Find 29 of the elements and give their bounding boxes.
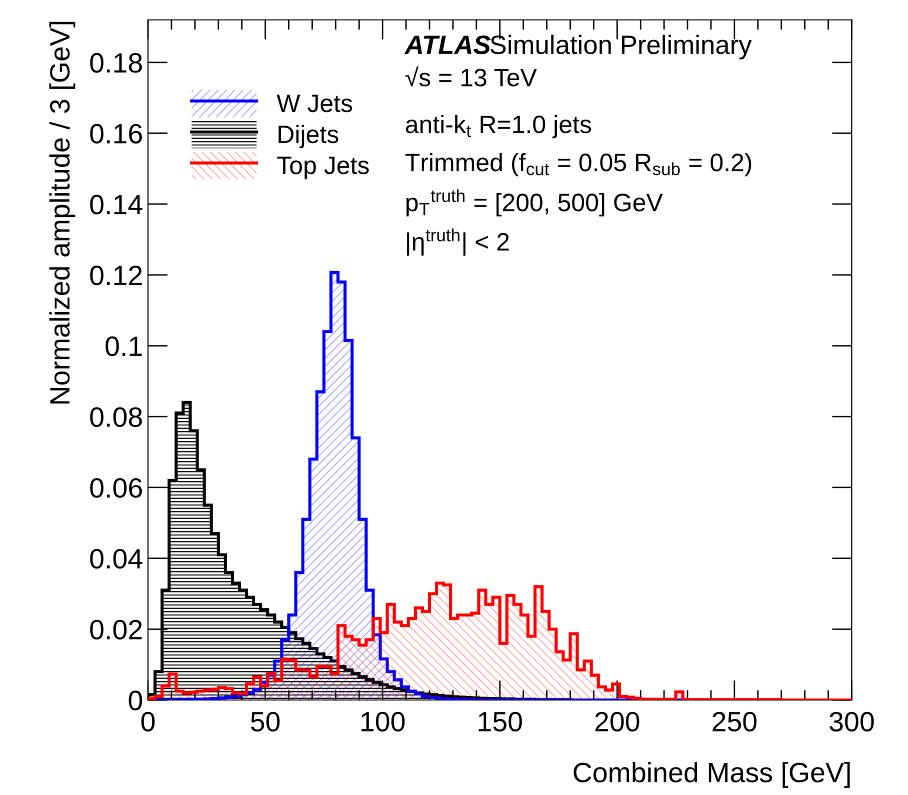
annotation: anti-k$_{t}$ R=1.0 jets [406, 114, 592, 138]
y-tick-label: 0 [128, 690, 142, 710]
legend-label: W Jets [276, 94, 352, 112]
annotation: Trimmed (f$_{cut}$ = 0.05 R$_{sub}$ = 0.2) [405, 152, 752, 176]
legend-label: Top Jets [277, 156, 369, 180]
annotation: |η$^{truth}$| < 2 [407, 228, 509, 256]
x-tick-label: 0 [141, 712, 155, 732]
x-tick-label: 50 [250, 712, 280, 732]
annotation: ATLAS [404, 35, 491, 54]
y-tick-label: 0.04 [90, 548, 142, 569]
y-axis-title: Normalized amplitude / 3 [GeV] [49, 22, 76, 404]
y-tick-label: 0.14 [90, 194, 142, 214]
legend-label: Dijets [278, 124, 338, 148]
x-tick-label: 250 [712, 712, 757, 732]
annotation: Simulation Preliminary [490, 34, 752, 60]
y-tick-label: 0.18 [90, 53, 142, 73]
x-tick-label: 100 [362, 712, 405, 732]
y-tick-label: 0.08 [90, 407, 142, 427]
y-tick-label: 0.02 [90, 620, 142, 640]
annotation: p$_{T}$$^{truth}$ = [200, 500] GeV [406, 189, 663, 216]
y-tick-label: 0.16 [90, 124, 142, 144]
x-tick-label: 300 [830, 712, 874, 732]
annotation: √s = 13 TeV [405, 66, 537, 86]
x-tick-label: 200 [595, 712, 640, 732]
y-tick-label: 0.06 [90, 478, 142, 498]
x-axis-title: Combined Mass [GeV] [574, 762, 850, 788]
y-tick-label: 0.12 [90, 266, 142, 286]
y-tick-label: 0.1 [106, 336, 142, 356]
x-tick-label: 150 [478, 712, 522, 732]
